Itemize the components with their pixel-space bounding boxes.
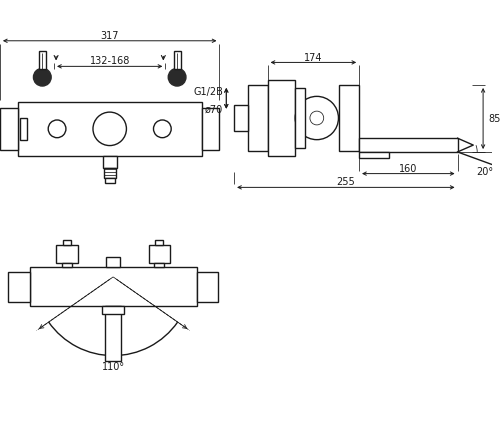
Text: G1/2B: G1/2B	[194, 87, 224, 97]
Bar	[234, 105, 248, 131]
Text: 255: 255	[336, 178, 355, 187]
Text: 20°: 20°	[476, 167, 494, 177]
Bar	[197, 272, 218, 301]
Bar	[30, 267, 197, 306]
Bar	[63, 240, 71, 245]
Bar	[148, 245, 170, 263]
Circle shape	[154, 120, 171, 138]
Text: 160: 160	[399, 164, 417, 174]
Circle shape	[310, 111, 324, 125]
Bar	[105, 178, 115, 184]
Text: 85: 85	[488, 114, 500, 123]
Bar	[359, 138, 458, 152]
Bar	[295, 88, 305, 148]
Bar	[56, 245, 78, 263]
Bar	[0, 108, 18, 150]
Bar	[102, 306, 124, 314]
Text: 132-168: 132-168	[90, 56, 130, 67]
Bar	[156, 240, 164, 245]
Bar	[359, 152, 388, 158]
Circle shape	[168, 68, 186, 86]
Bar	[202, 108, 220, 150]
Text: 174: 174	[304, 53, 322, 62]
Bar	[268, 80, 295, 156]
Circle shape	[34, 68, 51, 86]
Bar	[104, 168, 116, 178]
Bar	[340, 85, 359, 151]
Circle shape	[48, 120, 66, 138]
Bar	[106, 306, 121, 360]
Bar	[18, 102, 202, 156]
Bar	[39, 51, 46, 69]
Text: ø70: ø70	[205, 105, 224, 115]
Text: 317: 317	[100, 31, 119, 41]
Bar	[20, 117, 26, 140]
Circle shape	[295, 96, 339, 140]
Text: 110°: 110°	[102, 362, 124, 373]
Bar	[174, 51, 180, 69]
Bar	[62, 263, 72, 267]
Bar	[8, 272, 30, 301]
Bar	[248, 85, 268, 151]
Bar	[103, 156, 117, 168]
Bar	[154, 263, 164, 267]
Bar	[106, 257, 120, 267]
Circle shape	[93, 112, 126, 146]
